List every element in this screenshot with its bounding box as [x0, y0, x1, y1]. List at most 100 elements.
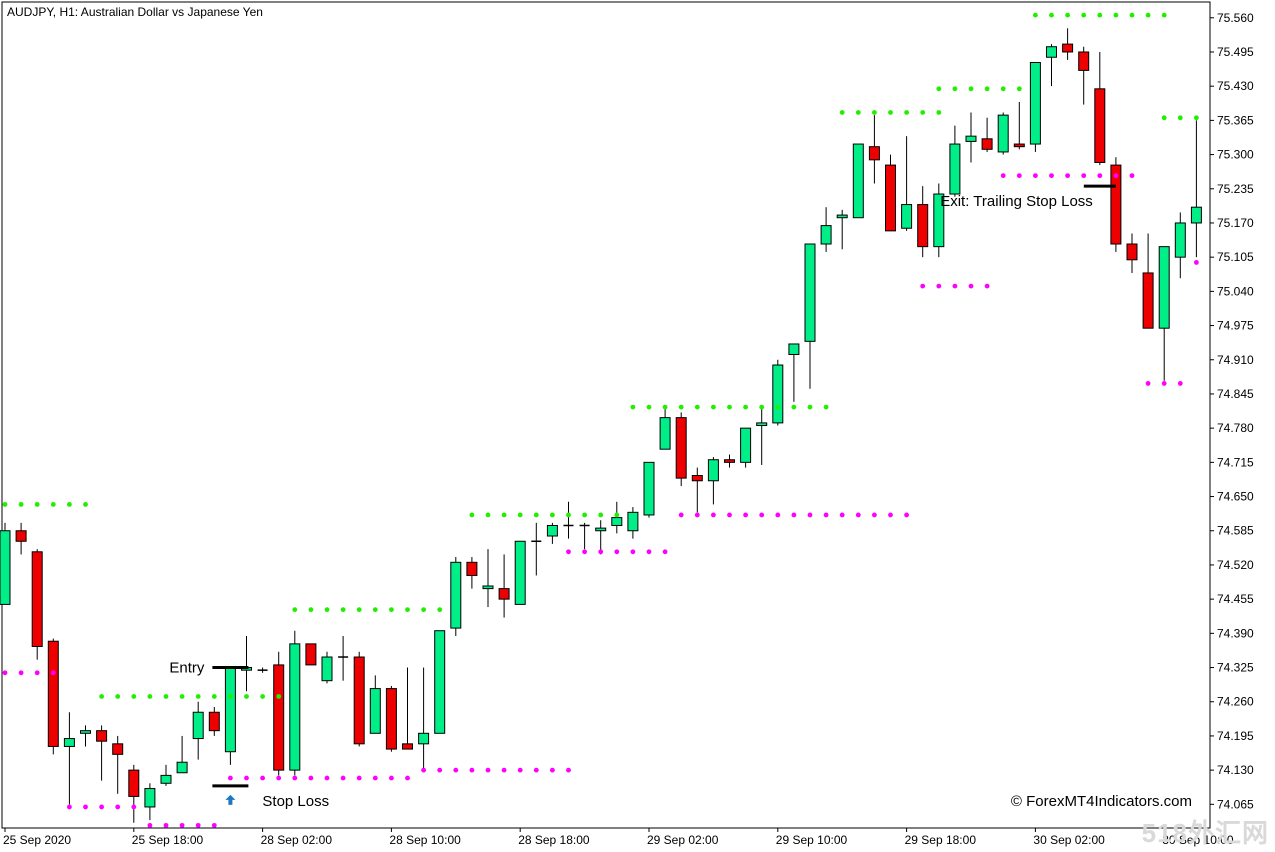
candle-body — [1142, 272, 1154, 329]
resistance-dot — [533, 512, 539, 518]
candle — [224, 667, 236, 765]
resistance-dot — [936, 110, 942, 115]
candle-body — [981, 138, 993, 150]
support-dot — [260, 775, 265, 781]
candle-body — [740, 427, 752, 463]
resistance-dot — [131, 694, 137, 699]
resistance-dot — [292, 607, 298, 613]
support-dot — [775, 512, 781, 518]
candle-body — [0, 530, 11, 605]
resistance-dot — [211, 694, 217, 699]
resistance-dot — [501, 512, 507, 518]
support-dot — [485, 767, 491, 773]
candle — [901, 136, 913, 231]
resistance-dot — [694, 404, 700, 410]
candle — [15, 522, 27, 555]
resistance-dot — [340, 607, 346, 613]
resistance-dot — [727, 404, 732, 410]
resistance-dot — [389, 607, 394, 613]
candle — [257, 667, 268, 673]
support-dot — [437, 767, 443, 773]
candle — [949, 125, 961, 197]
y-tick-label: 74.065 — [1217, 797, 1254, 811]
entry-label: Entry — [169, 660, 205, 677]
support-dot — [1049, 173, 1054, 179]
candle-body — [611, 517, 623, 526]
candle-body — [1013, 143, 1025, 148]
support-dot — [131, 804, 137, 810]
resistance-dot — [662, 404, 668, 410]
support-dot — [1081, 173, 1087, 179]
candle-body — [96, 730, 108, 742]
y-tick-label: 74.520 — [1217, 558, 1254, 572]
candle — [1062, 28, 1074, 60]
candle — [353, 651, 365, 747]
candle — [1078, 46, 1090, 105]
support-dot — [292, 775, 298, 781]
chart-title: AUDJPY, H1: Australian Dollar vs Japanes… — [7, 5, 263, 19]
candle-body — [643, 461, 655, 516]
support-dot — [179, 822, 185, 828]
resistance-dot — [1145, 12, 1151, 18]
candle — [1046, 44, 1057, 87]
candle-body — [901, 204, 913, 229]
candle — [369, 675, 381, 734]
candle-body — [1110, 164, 1122, 245]
resistance-dot — [83, 502, 88, 507]
resistance-dot — [1000, 86, 1006, 92]
candle-body — [305, 643, 317, 666]
candle-body — [997, 114, 1009, 153]
resistance-dot — [872, 110, 877, 115]
candle-body — [933, 193, 945, 248]
candle — [31, 549, 43, 660]
candle — [63, 712, 75, 805]
resistance-dot — [582, 512, 587, 518]
candle-body — [47, 640, 59, 747]
candle-body — [321, 656, 333, 682]
trade-markers-layer: Entry Stop Loss Exit: Trailing Stop Loss — [169, 184, 1116, 810]
candle-body — [498, 588, 510, 600]
resistance-dot — [1033, 12, 1038, 18]
candle — [1158, 246, 1170, 381]
support-dot — [646, 549, 652, 555]
buy-arrow-icon — [225, 794, 236, 805]
support-dot — [984, 283, 990, 289]
candle-body — [289, 643, 301, 771]
support-dot — [340, 775, 346, 781]
candle — [643, 461, 655, 518]
y-tick-label: 74.585 — [1217, 524, 1254, 538]
resistance-dot — [34, 502, 40, 507]
y-tick-label: 74.195 — [1217, 729, 1254, 743]
candle-body — [1174, 222, 1186, 258]
resistance-dot — [405, 607, 410, 613]
candle — [756, 407, 768, 465]
candle-body — [965, 135, 977, 142]
candle-body — [1158, 246, 1170, 329]
candle-body — [482, 585, 494, 590]
candle — [1174, 212, 1186, 279]
support-dot — [356, 775, 362, 781]
support-dot — [211, 822, 217, 828]
x-tick-label: 30 Sep 02:00 — [1033, 833, 1105, 847]
support-dot — [904, 512, 909, 518]
candle-body — [402, 743, 413, 750]
candle — [434, 630, 446, 734]
candles-layer — [0, 28, 1202, 823]
resistance-dot — [984, 86, 990, 92]
support-dot — [1033, 173, 1038, 179]
candle — [128, 764, 140, 823]
support-dot — [99, 804, 104, 810]
support-dot — [18, 670, 24, 676]
support-dot — [405, 775, 410, 781]
candle — [868, 115, 880, 184]
support-dot — [791, 512, 797, 518]
candle-body — [707, 459, 719, 482]
candle-body — [868, 146, 880, 161]
candle — [546, 522, 558, 544]
support-dot — [1161, 381, 1167, 386]
resistance-dot — [1113, 12, 1119, 18]
candle-body — [1046, 46, 1057, 58]
support-dot — [389, 775, 394, 781]
support-dot — [598, 549, 604, 555]
